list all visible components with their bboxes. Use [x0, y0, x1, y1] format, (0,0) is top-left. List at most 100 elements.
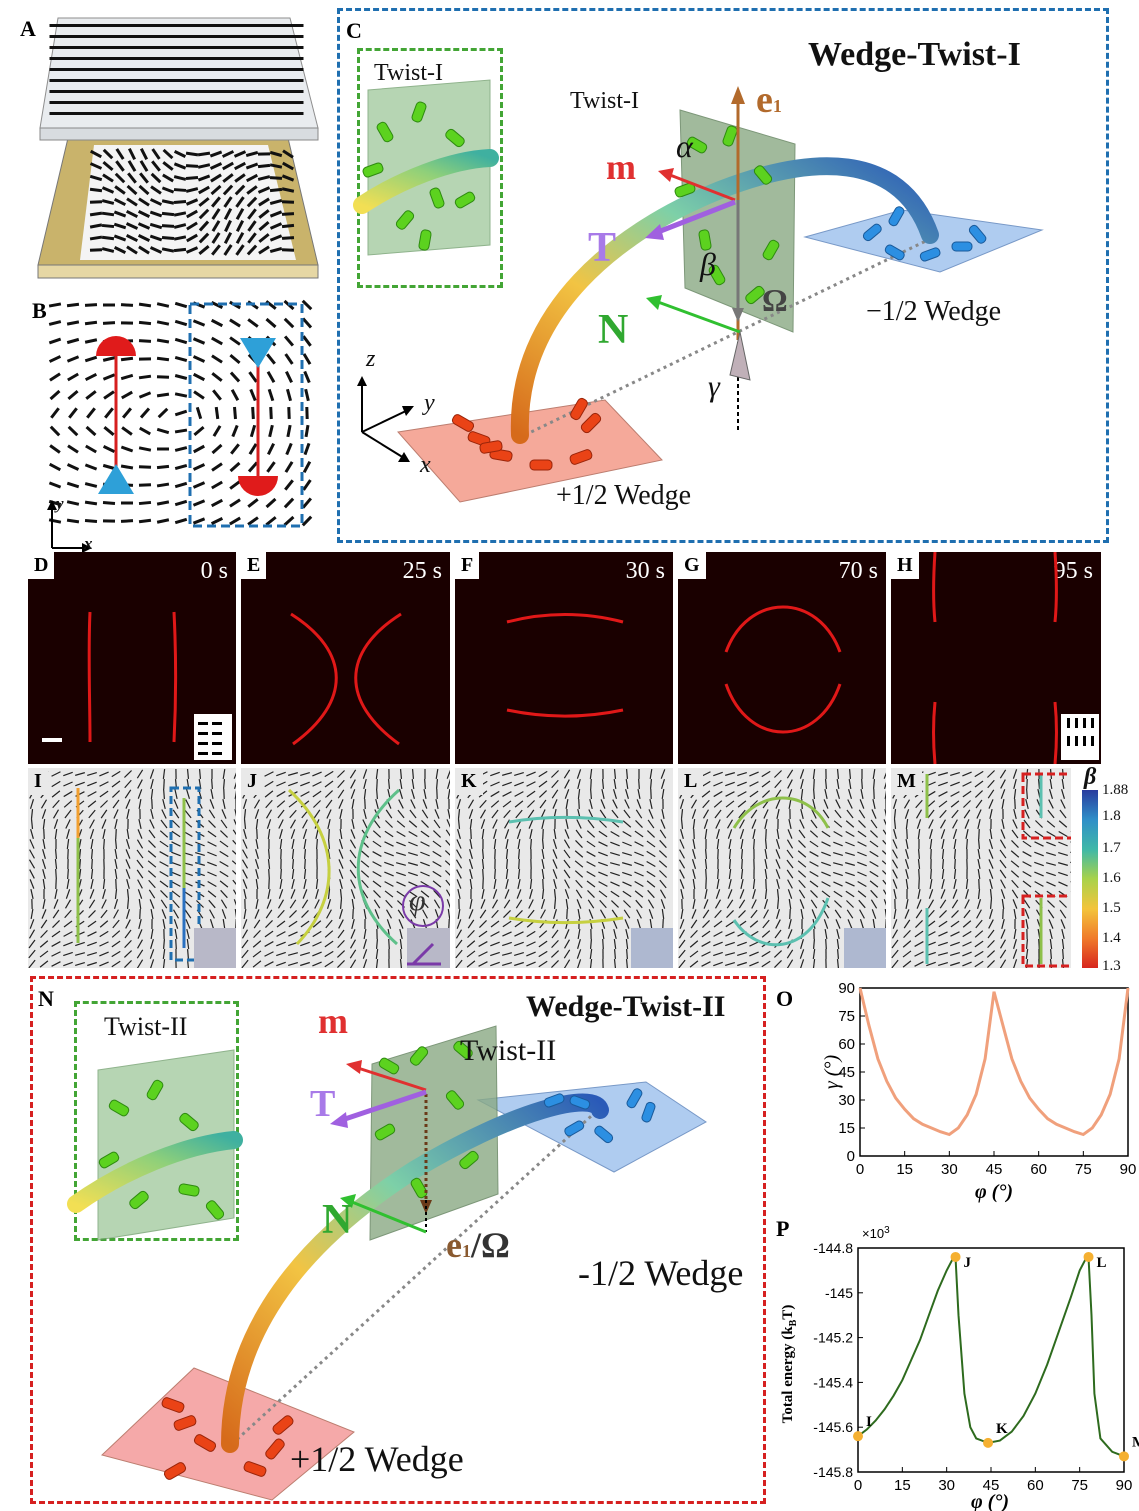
point-label: K: [996, 1421, 1008, 1437]
x-tick-label: 45: [983, 1477, 1000, 1494]
y-tick-label: 30: [838, 1092, 855, 1109]
axis-x-label-c: x: [420, 452, 431, 478]
twist-ii-inset: [74, 1001, 239, 1241]
y-axis-label: γ (°): [821, 1055, 843, 1090]
micrograph-f: F 30 s: [455, 552, 673, 764]
time-label-d: 0 s: [200, 558, 228, 584]
y-tick-label: 45: [838, 1064, 855, 1081]
y-tick-label: -145.4: [813, 1374, 853, 1390]
point-label: L: [1097, 1255, 1107, 1271]
y-tick-label: -145: [825, 1285, 853, 1301]
omega-symbol: Ω: [762, 282, 788, 318]
axis-x-label-b: x: [84, 534, 93, 553]
point-marker: [983, 1437, 994, 1448]
colorbar-tick: 1.4: [1102, 930, 1121, 946]
panel-label-h: H: [891, 552, 919, 579]
x-tick-label: 60: [1027, 1477, 1044, 1494]
chart-energy-vs-phi: 0 15 30 45 60 75 90 -144.8 -145 -145.2 -145.4 -145.…: [780, 1225, 1139, 1511]
minus-half-wedge-label: −1/2 Wedge: [866, 296, 1002, 327]
simulation-k: K: [455, 768, 673, 968]
y-tick-label: 15: [838, 1120, 855, 1137]
colorbar-tick: 1.8: [1102, 808, 1121, 824]
panel-n-frame: [30, 976, 766, 1504]
e1-vector-label: e1: [756, 79, 782, 121]
panel-label-o: O: [776, 986, 794, 1011]
colorbar-tick: 1.5: [1102, 900, 1121, 916]
x-tick-label: 0: [854, 1477, 862, 1494]
beta-colorbar: [1082, 790, 1098, 968]
m-vector-label: m: [606, 147, 636, 187]
point-label: M: [1132, 1434, 1139, 1450]
axis-y-label-b: y: [56, 494, 64, 513]
axes-b: [47, 500, 92, 553]
x-tick-label: 30: [941, 1161, 958, 1178]
panel-label-e: E: [241, 552, 267, 579]
micrograph-e: E 25 s: [241, 552, 450, 764]
time-label-h: 95 s: [1053, 558, 1093, 584]
twist-i-plane-label: Twist-I: [570, 88, 639, 114]
twist-i-inset-label: Twist-I: [374, 60, 443, 86]
plot-frame: [857, 1247, 1125, 1473]
panel-label-m: M: [891, 768, 922, 795]
micrograph-h: H 95 s: [891, 552, 1101, 764]
series-line: [857, 1255, 1125, 1458]
micrograph-g: G 70 s: [678, 552, 886, 764]
simulation-i: I: [28, 768, 236, 968]
x-tick-label: 90: [1116, 1477, 1133, 1494]
panel-c-frame: [337, 8, 1109, 543]
panel-label-k: K: [455, 768, 483, 795]
micrograph-d: D 0 s: [28, 552, 236, 764]
x-tick-label: 90: [1120, 1161, 1137, 1178]
t-vector-label: T: [588, 225, 617, 271]
time-label-g: 70 s: [838, 558, 878, 584]
twist-ii-inset-label: Twist-II: [104, 1012, 188, 1041]
director-field-b: [48, 299, 313, 528]
chart-gamma-vs-phi: 0 15 30 45 60 75 90 0 15 30 45 60 75 90 φ (°) γ (°): [821, 980, 1137, 1203]
minus-half-wedge-label-n: -1/2 Wedge: [578, 1253, 744, 1293]
n-vector-label-n: N: [322, 1197, 353, 1243]
y-axis-label: Total energy (kBT): [780, 1305, 799, 1424]
panel-label-l: L: [678, 768, 704, 795]
x-tick-label: 0: [856, 1161, 864, 1178]
colorbar-symbol: β: [1084, 764, 1097, 790]
y-tick-label: -145.8: [813, 1464, 853, 1480]
wedge-twist-ii-schematic: [67, 1025, 707, 1501]
beta-symbol: β: [700, 246, 716, 282]
colorbar-tick: 1.88: [1102, 782, 1129, 798]
panel-label-i: I: [28, 768, 48, 795]
colorbar-tick: 1.7: [1102, 840, 1121, 856]
panel-label-j: J: [241, 768, 263, 795]
alpha-symbol: α: [676, 128, 693, 164]
x-tick-label: 15: [894, 1477, 911, 1494]
n-vector-label: N: [598, 307, 629, 353]
gamma-symbol: γ: [708, 370, 720, 403]
panel-label-g: G: [678, 552, 706, 579]
time-label-f: 30 s: [625, 558, 665, 584]
y-tick-label: -144.8: [813, 1240, 853, 1256]
x-tick-label: 60: [1030, 1161, 1047, 1178]
axis-z-label-c: z: [366, 346, 376, 372]
panel-c-title: Wedge-Twist-I: [808, 36, 1021, 73]
panel-n-title: Wedge-Twist-II: [526, 990, 726, 1023]
panel-label-c: C: [346, 18, 362, 43]
t-vector-label-n: T: [310, 1083, 336, 1125]
x-tick-label: 15: [896, 1161, 913, 1178]
twist-i-inset: [357, 48, 503, 288]
panel-label-a: A: [20, 16, 36, 41]
point-marker: [1119, 1451, 1129, 1462]
plus-half-wedge-label-n: +1/2 Wedge: [290, 1439, 464, 1479]
m-vector-label-n: m: [318, 1001, 348, 1041]
colorbar-tick: 1.3: [1102, 958, 1121, 974]
time-label-e: 25 s: [402, 558, 442, 584]
panel-label-b: B: [32, 298, 47, 323]
point-label: J: [964, 1255, 972, 1271]
x-tick-label: 30: [938, 1477, 955, 1494]
twist-ii-plane-label: Twist-II: [460, 1034, 557, 1067]
point-label: I: [866, 1414, 872, 1430]
plus-half-wedge-label: +1/2 Wedge: [556, 480, 692, 511]
x-axis-label: φ (°): [971, 1491, 1009, 1511]
simulation-m: M: [891, 768, 1071, 968]
series-line: [858, 987, 1130, 1137]
panel-label-n: N: [38, 986, 54, 1011]
phi-angle-symbol: φ: [409, 884, 426, 917]
